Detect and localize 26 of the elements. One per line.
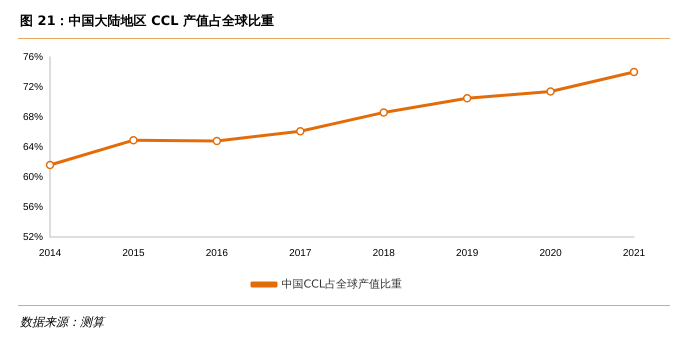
- y-tick-label: 52%: [23, 232, 44, 243]
- y-tick-label: 72%: [23, 82, 44, 93]
- point: [46, 160, 54, 170]
- x-tick-label: 2019: [456, 248, 479, 259]
- y-tick-label: 56%: [23, 202, 44, 213]
- point: [462, 94, 472, 102]
- x-tick-label: 2016: [206, 248, 228, 259]
- point: [129, 136, 138, 144]
- point: [379, 108, 388, 117]
- y-tick-label: 76%: [23, 52, 44, 63]
- x-tick-label: 2018: [372, 248, 396, 259]
- point: [212, 136, 222, 146]
- y-tick-label: 68%: [23, 112, 44, 123]
- x-tick-label: 2021: [622, 248, 646, 259]
- y-tick-label: 60%: [23, 172, 44, 183]
- x-tick-label: 2015: [122, 248, 145, 259]
- x-tick-label: 2020: [539, 248, 562, 259]
- y-tick-label: 64%: [23, 142, 44, 153]
- point: [296, 127, 305, 136]
- point: [546, 87, 555, 96]
- legend-label: 中国CCL占全球产值比重: [282, 277, 402, 290]
- point: [630, 68, 638, 76]
- x-tick-label: 2014: [38, 248, 62, 259]
- x-tick-label: 2017: [289, 248, 312, 259]
- source-note: 数据来源：测算: [20, 314, 104, 331]
- chart-title: 图 21：中国大陆地区 CCL 产值占全球比重: [20, 12, 274, 30]
